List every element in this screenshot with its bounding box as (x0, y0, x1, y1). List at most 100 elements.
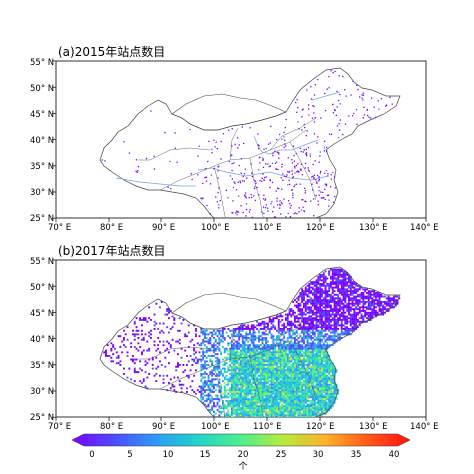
station-cell (303, 333, 305, 336)
station-cell (308, 378, 311, 381)
station-cell (283, 407, 286, 410)
station-cell (272, 365, 275, 368)
station-cell (349, 277, 352, 280)
station-cell (204, 383, 206, 386)
station-cell (333, 281, 336, 284)
station-cell (324, 299, 327, 302)
station-cell (310, 401, 313, 404)
station-cell (306, 360, 309, 363)
station-cell (189, 340, 192, 343)
station-cell (232, 346, 235, 348)
station-cell (297, 304, 300, 307)
station-cell (295, 365, 298, 368)
station-cell (274, 407, 277, 410)
station-dot (278, 153, 280, 155)
station-cell (299, 387, 302, 390)
station-cell (312, 326, 314, 329)
station-cell (308, 346, 311, 348)
station-cell (265, 396, 268, 399)
station-cell (106, 344, 109, 347)
station-cell (279, 360, 282, 363)
station-cell (207, 364, 210, 366)
station-cell (295, 374, 298, 377)
station-cell (297, 373, 300, 375)
station-cell (247, 374, 250, 377)
station-dot (322, 191, 324, 193)
station-cell (249, 331, 251, 334)
station-cell (216, 396, 219, 399)
station-cell (211, 409, 214, 411)
station-cell (177, 362, 179, 365)
station-cell (254, 409, 257, 411)
station-cell (306, 400, 309, 402)
station-cell (142, 349, 145, 352)
station-cell (144, 385, 147, 388)
station-cell (227, 405, 230, 408)
station-cell (218, 367, 221, 370)
station-cell (254, 383, 257, 386)
station-cell (319, 371, 322, 374)
station-cell (200, 392, 203, 395)
station-cell (306, 396, 309, 399)
station-cell (290, 315, 293, 318)
station-cell (263, 400, 266, 402)
station-cell (286, 378, 289, 381)
station-cell (268, 320, 271, 323)
station-cell (265, 376, 268, 379)
station-cell (236, 382, 239, 384)
station-cell (337, 322, 340, 325)
station-dot (253, 187, 256, 190)
station-cell (238, 333, 241, 336)
station-dot (197, 155, 199, 157)
station-cell (299, 324, 302, 327)
station-cell (348, 295, 350, 298)
station-cell (328, 378, 331, 381)
station-dot (304, 162, 307, 164)
station-cell (249, 398, 251, 401)
station-cell (312, 293, 314, 296)
station-cell (322, 398, 325, 401)
station-cell (283, 391, 286, 393)
station-cell (295, 362, 298, 365)
station-cell (303, 385, 305, 388)
station-dot (284, 143, 286, 145)
station-cell (306, 302, 309, 305)
station-cell (297, 320, 300, 323)
station-cell (279, 347, 282, 350)
station-cell (213, 344, 215, 347)
station-cell (267, 367, 269, 370)
station-dot (320, 197, 323, 199)
station-cell (294, 376, 296, 379)
station-cell (297, 358, 300, 361)
station-cell (299, 391, 302, 393)
station-cell (270, 383, 273, 386)
station-cell (299, 405, 302, 408)
station-cell (245, 337, 248, 339)
station-cell (258, 337, 260, 339)
station-cell (299, 347, 302, 350)
station-dot (290, 204, 292, 207)
station-cell (321, 340, 323, 343)
station-cell (353, 286, 356, 289)
station-cell (272, 317, 275, 320)
station-cell (231, 362, 233, 365)
station-cell (159, 306, 161, 309)
station-cell (304, 301, 307, 303)
station-cell (223, 337, 226, 339)
station-cell (322, 407, 325, 410)
lon-tick-label: 120° E (306, 422, 335, 432)
station-cell (218, 338, 221, 341)
station-dot (281, 163, 283, 165)
station-cell (321, 304, 323, 307)
station-dot (150, 110, 152, 112)
station-dot (227, 197, 229, 199)
station-cell (331, 279, 334, 282)
station-cell (299, 362, 302, 365)
station-cell (283, 409, 286, 411)
station-cell (380, 311, 383, 314)
station-dot (305, 148, 307, 150)
station-cell (234, 360, 237, 363)
station-cell (344, 275, 347, 278)
station-cell (265, 403, 268, 406)
station-dot (262, 159, 264, 161)
